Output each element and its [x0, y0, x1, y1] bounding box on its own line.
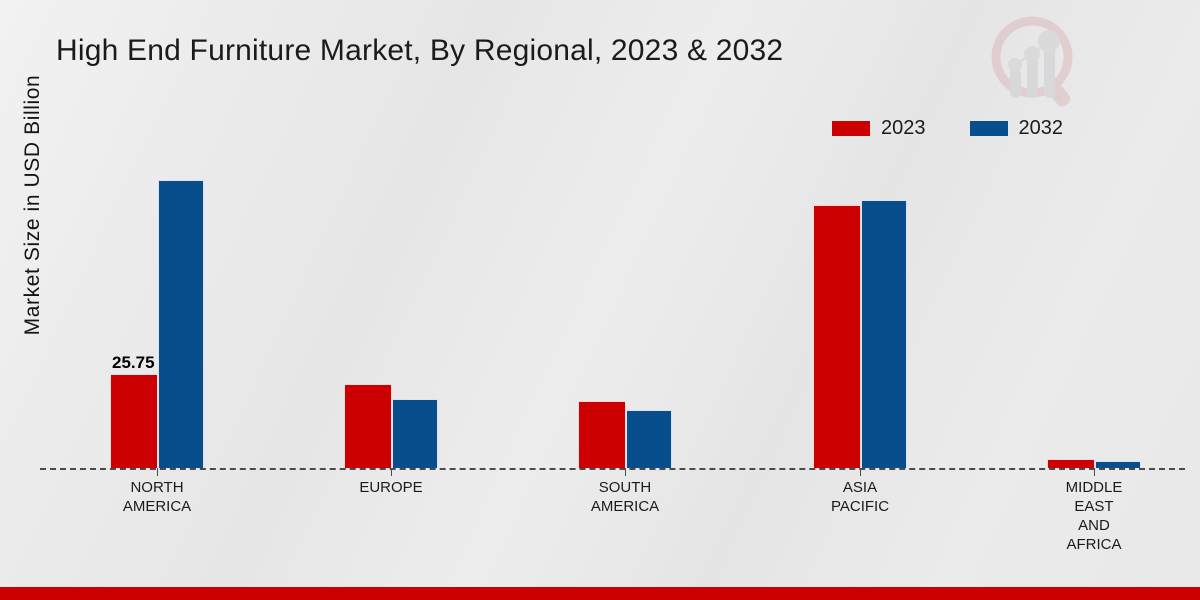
legend-item-2023[interactable]: 2023 [832, 118, 926, 138]
bar-2023-4[interactable] [1047, 459, 1095, 468]
x-axis-tick-4 [1094, 468, 1095, 476]
x-axis-label-line: AMERICA [122, 498, 192, 515]
x-axis-label-4: MIDDLE EAST AND AFRICA [994, 478, 1194, 554]
footer-accent-bar [0, 587, 1200, 600]
legend-item-2032[interactable]: 2032 [969, 117, 1064, 139]
legend-label-2032: 2032 [1018, 117, 1064, 139]
x-axis-label-line: MIDDLE [1065, 479, 1123, 496]
x-axis-baseline [40, 468, 1185, 470]
chart-title: High End Furniture Market, By Regional, … [56, 34, 784, 67]
legend-swatch-2032 [969, 120, 1008, 136]
bar-2032-0[interactable] [158, 180, 204, 468]
x-axis-label-line: NORTH [130, 479, 184, 496]
legend-label-2023: 2023 [881, 117, 926, 139]
x-axis-label-line: AMERICA [590, 498, 660, 515]
bar-2032-3[interactable] [861, 200, 907, 468]
x-axis-label-line: EUROPE [359, 479, 423, 496]
x-axis-tick-0 [157, 468, 158, 476]
bar-2023-0[interactable] [110, 374, 158, 468]
bar-2032-1[interactable] [392, 399, 438, 468]
x-axis-label-line: AND [1078, 517, 1110, 534]
x-axis-label-line: SOUTH [598, 479, 652, 496]
bar-2032-4[interactable] [1095, 461, 1141, 468]
x-axis-tick-1 [391, 468, 392, 476]
x-axis-label-line: EAST [1074, 498, 1114, 515]
x-axis-label-line: ASIA [842, 479, 878, 496]
bar-2023-2[interactable] [578, 401, 626, 468]
legend-swatch-2023 [832, 120, 870, 136]
x-axis-label-3: ASIA PACIFIC [760, 478, 960, 516]
bar-2023-1[interactable] [344, 384, 392, 468]
x-axis-tick-2 [625, 468, 626, 476]
plot-area: 25.75 [40, 160, 1190, 470]
bar-2032-2[interactable] [626, 410, 672, 468]
watermark-logo-icon [985, 12, 1090, 112]
chart-legend: 2023 2032 [832, 118, 1063, 138]
x-axis-label-line: AFRICA [1066, 536, 1122, 553]
x-axis-label-0: NORTH AMERICA [57, 478, 257, 516]
x-axis-label-2: SOUTH AMERICA [525, 478, 725, 516]
x-axis-label-line: PACIFIC [830, 498, 890, 515]
x-axis-tick-3 [860, 468, 861, 476]
bar-2023-3[interactable] [813, 205, 861, 468]
bar-value-label-0: 25.75 [112, 353, 155, 372]
x-axis-label-1: EUROPE [291, 478, 491, 497]
